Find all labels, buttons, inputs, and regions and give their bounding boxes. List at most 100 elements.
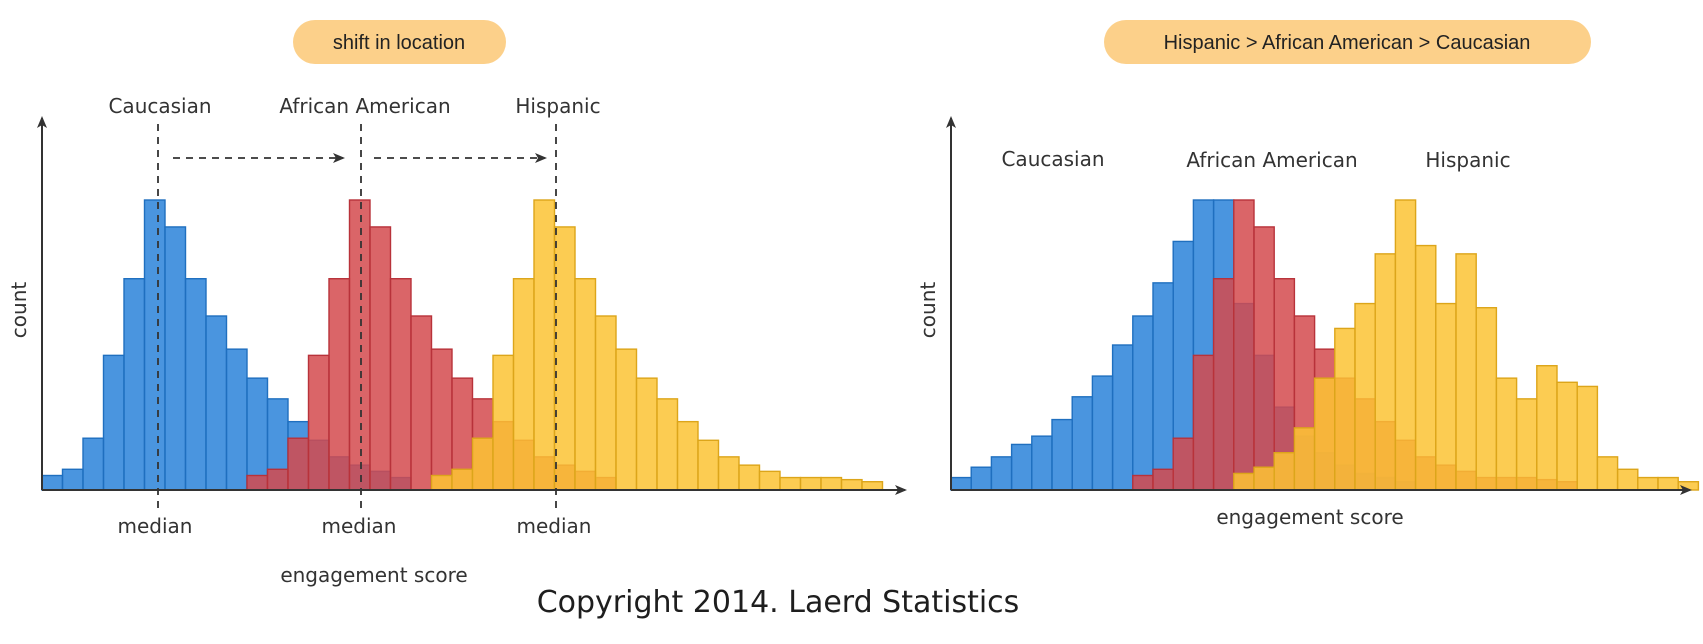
bar-african-american-7 [389,278,412,491]
title-pill [1104,20,1591,64]
bar-caucasian-6 [164,226,187,491]
bar-hispanic-17 [779,476,802,491]
bar-hispanic-17 [1576,385,1599,491]
bar-african-american-6 [1253,226,1275,491]
bar-caucasian-5 [1051,418,1073,491]
bar-hispanic-1 [451,468,474,491]
bar-hispanic-6 [1354,302,1376,491]
bar-caucasian-10 [246,377,269,491]
bar-hispanic-10 [635,377,658,491]
bar-hispanic-15 [1536,365,1558,491]
bar-african-american-2 [1172,437,1195,491]
x-axis-label: engagement score [1216,505,1403,529]
group-label-hispanic: Hispanic [1425,148,1510,172]
bar-hispanic-5 [1334,327,1356,491]
bar-african-american-0 [246,474,269,491]
bar-hispanic-14 [1515,398,1538,491]
bar-african-american-2 [287,437,310,491]
bar-caucasian-9 [1132,315,1154,491]
bar-african-american-5 [1233,199,1255,491]
bar-african-american-9 [430,348,453,491]
bar-african-american-3 [307,354,330,491]
x-axis-label: engagement score [280,563,467,587]
chart-title: Hispanic > African American > Caucasian [1164,32,1531,54]
bar-hispanic-16 [758,470,781,491]
bar-hispanic-5 [533,199,556,491]
median-label-hispanic: median [517,514,592,538]
bar-caucasian-2 [990,456,1013,491]
bar-caucasian-1 [61,468,84,491]
title-pill [293,20,506,64]
bar-hispanic-11 [1455,253,1477,491]
bar-african-american-1 [266,468,289,491]
bar-hispanic-4 [512,278,535,491]
bar-african-american-0 [1132,474,1154,491]
bar-caucasian-3 [102,354,125,491]
bar-caucasian-8 [205,315,228,491]
bar-hispanic-2 [471,437,494,491]
bar-caucasian-3 [1010,443,1033,491]
bar-caucasian-9 [225,348,248,491]
bar-hispanic-12 [1475,307,1498,491]
group-label-african-american: African American [279,94,450,118]
bar-hispanic-20 [840,478,863,491]
bar-african-american-1 [1152,468,1174,491]
bar-hispanic-21 [1657,476,1679,491]
bar-hispanic-15 [738,464,761,491]
bar-hispanic-7 [1374,253,1397,491]
bar-caucasian-0 [41,474,64,491]
bar-african-american-4 [328,278,351,491]
bar-hispanic-2 [1273,452,1296,491]
bar-hispanic-19 [1616,468,1639,491]
bar-hispanic-11 [656,398,679,491]
bar-caucasian-2 [82,437,105,491]
bar-hispanic-10 [1435,302,1457,491]
bar-hispanic-18 [1596,456,1619,491]
bar-african-american-4 [1212,278,1235,491]
chart-group-comparison: Hispanic > African American > Caucasian … [916,20,1700,529]
bar-african-american-3 [1192,354,1215,491]
bar-african-american-8 [410,315,433,491]
bars-group [41,199,884,491]
group-label-african-american: African American [1186,148,1357,172]
median-label-african-american: median [322,514,397,538]
bar-caucasian-0 [950,476,972,491]
bar-hispanic-16 [1556,381,1578,491]
bar-hispanic-13 [1495,377,1518,491]
bar-hispanic-3 [1293,427,1316,491]
bar-hispanic-3 [492,354,515,491]
bar-hispanic-8 [1394,199,1417,491]
y-axis-label: count [7,282,31,339]
bar-caucasian-1 [970,466,993,491]
bar-hispanic-1 [1253,466,1275,491]
y-axis-label: count [916,282,940,339]
bar-hispanic-9 [615,348,638,491]
bar-hispanic-22 [1677,481,1700,491]
chart-title: shift in location [333,32,465,54]
bar-caucasian-4 [1031,435,1053,491]
bar-hispanic-20 [1637,476,1659,491]
bars-group [950,199,1700,491]
copyright-notice: Copyright 2014. Laerd Statistics [537,585,1020,620]
group-label-caucasian: Caucasian [108,94,211,118]
group-label-caucasian: Caucasian [1001,147,1104,171]
bar-african-american-6 [369,226,392,491]
bar-caucasian-4 [123,278,146,491]
bar-hispanic-8 [594,315,617,491]
bar-african-american-5 [348,199,371,491]
chart-shift-in-location: shift in location count engagement score… [7,20,907,587]
bar-caucasian-8 [1111,344,1134,491]
bar-hispanic-0 [1233,472,1255,491]
bar-hispanic-7 [574,278,597,491]
bar-hispanic-19 [820,476,843,491]
bar-caucasian-7 [1091,375,1114,491]
bar-hispanic-0 [430,474,453,491]
bar-caucasian-6 [1071,396,1094,491]
bar-caucasian-10 [1152,282,1174,491]
bar-hispanic-4 [1313,377,1336,491]
group-label-hispanic: Hispanic [515,94,600,118]
bar-hispanic-14 [717,456,740,491]
bar-caucasian-5 [143,199,166,491]
bar-hispanic-6 [553,226,576,491]
